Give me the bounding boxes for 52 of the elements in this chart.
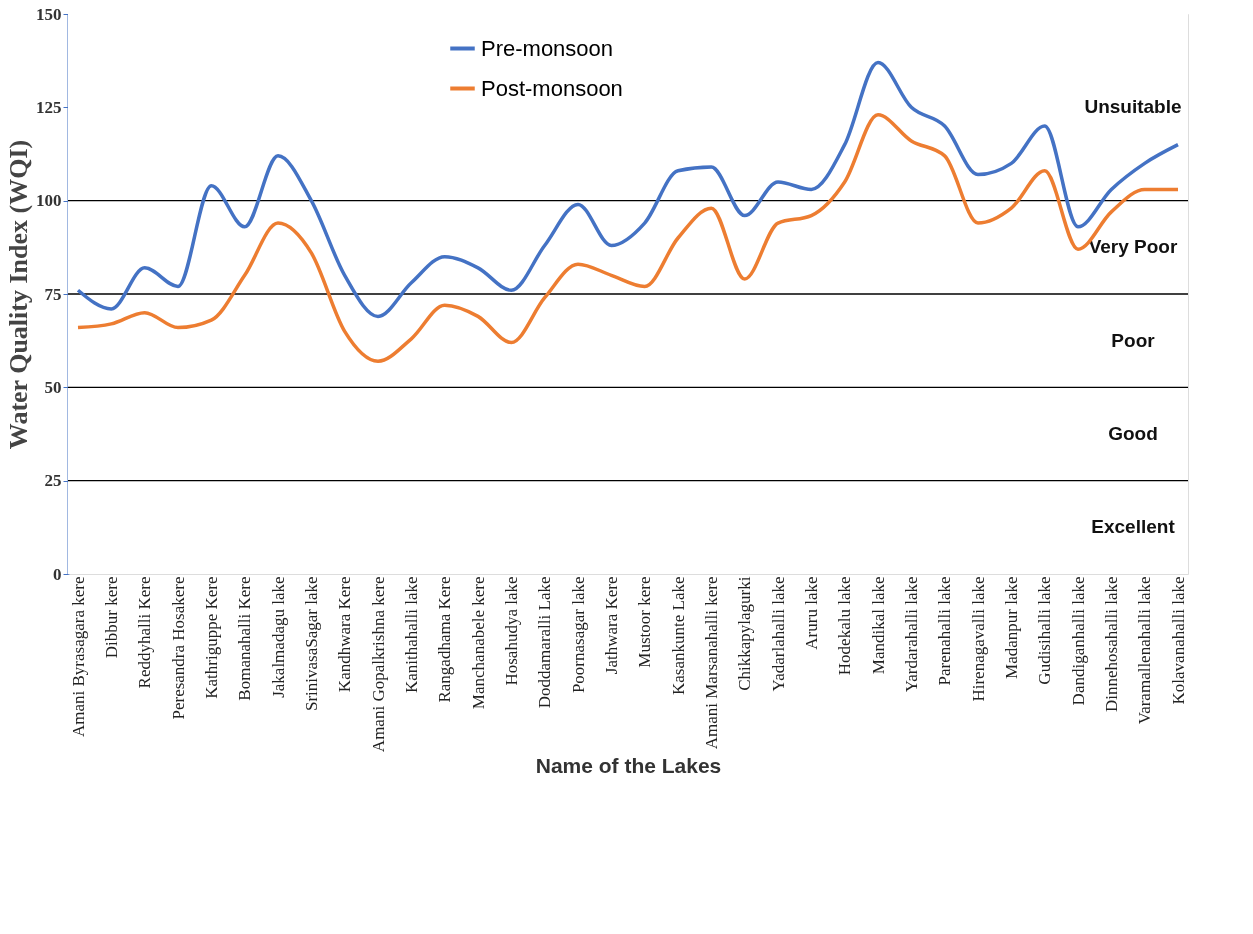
- x-tick-label: Kanithahalli lake: [401, 576, 421, 694]
- x-tick-label: Bomanahalli Kere: [235, 576, 255, 701]
- y-tick-label: 150: [36, 4, 62, 24]
- band-label: Excellent: [1091, 516, 1176, 538]
- x-tick-label: Gudisihalli lake: [1035, 576, 1055, 685]
- x-tick-label: Poornasagar lake: [568, 576, 588, 694]
- y-tick-label: 75: [44, 284, 62, 304]
- x-tick-label: Reddyhalli Kere: [135, 576, 155, 689]
- x-tick-label: Varamallenahalli lake: [1135, 576, 1155, 725]
- line-series: [76, 113, 1180, 363]
- y-tick-label: 50: [44, 377, 62, 397]
- x-tick-label: Parenahalli lake: [935, 576, 955, 686]
- line-series: [76, 60, 1180, 319]
- x-axis-title: Name of the Lakes: [535, 754, 722, 778]
- legend-label: Pre-monsoon: [481, 35, 614, 61]
- x-tick-label: Kandhwara Kere: [335, 576, 355, 693]
- x-tick-label: Kolavanahalli lake: [1168, 576, 1188, 705]
- y-tick-label: 25: [44, 471, 62, 491]
- x-tick-label: Aruru lake: [801, 576, 821, 650]
- band-label: Unsuitable: [1084, 96, 1182, 118]
- band-label: Very Poor: [1088, 236, 1178, 258]
- x-tick-label: Kathriguppe Kere: [201, 576, 221, 699]
- x-tick-label: Peresandra Hosakere: [168, 576, 188, 720]
- x-tick-label: Dibbur kere: [101, 576, 121, 659]
- x-tick-label: Amani Gopalkrishna kere: [368, 576, 388, 753]
- band-label: Good: [1108, 423, 1158, 444]
- x-tick-label: Doddamaralli Lake: [535, 576, 555, 709]
- band-label: Poor: [1111, 329, 1156, 351]
- x-tick-label: Jathwara Kere: [601, 576, 621, 675]
- x-tick-label: Madanpur lake: [1001, 576, 1021, 679]
- x-tick-label: Mandikal lake: [868, 576, 888, 675]
- x-tick-label: Chikkapylagurki: [735, 576, 755, 691]
- y-axis-title: Water Quality Index (WQI): [4, 139, 33, 450]
- x-tick-label: Rangadhama Kere: [435, 576, 455, 703]
- x-tick-label: Yadarlahalli lake: [768, 576, 788, 692]
- y-tick-label: 0: [53, 564, 62, 584]
- x-tick-label: Amani Marsanahalli kere: [701, 576, 721, 750]
- x-tick-label: Amani Byrasagara kere: [68, 576, 88, 737]
- x-tick-label: Dandiganhalli lake: [1068, 576, 1088, 706]
- x-tick-label: Hirenagavalli lake: [968, 576, 988, 702]
- x-tick-label: Dinnehosahalli lake: [1101, 576, 1121, 712]
- legend-label: Post-monsoon: [481, 75, 623, 101]
- x-tick-label: Kasankunte Lake: [668, 576, 688, 695]
- x-tick-label: Yardarahalli lake: [901, 576, 921, 693]
- x-tick-label: Hosahudya lake: [501, 576, 521, 686]
- x-tick-label: Jakalmadagu lake: [268, 576, 288, 698]
- y-tick-label: 125: [36, 97, 62, 117]
- x-tick-label: SrinivasaSagar lake: [301, 576, 321, 712]
- x-tick-label: Manchanabele kere: [468, 576, 488, 710]
- x-tick-label: Hodekalu lake: [835, 576, 855, 676]
- x-tick-label: Mustoor kere: [635, 576, 655, 668]
- y-tick-label: 100: [36, 191, 62, 211]
